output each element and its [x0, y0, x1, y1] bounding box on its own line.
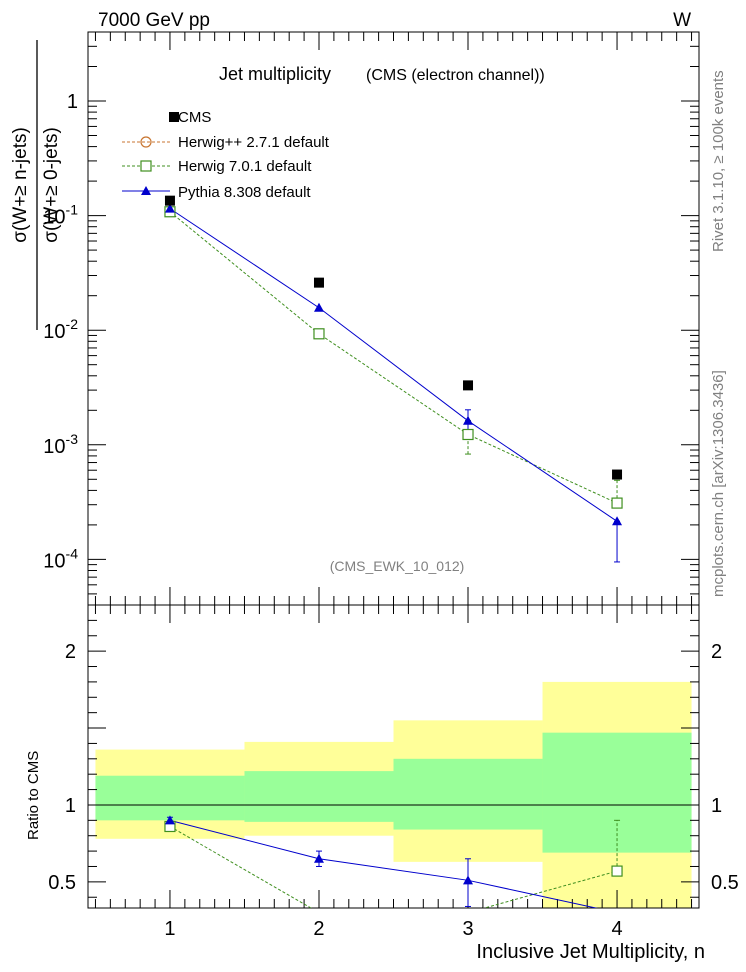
main-y-tick-label: 10-1: [43, 202, 78, 229]
herwig7-main-point: [462, 428, 474, 441]
legend-entry-pythia: Pythia 8.308 default: [122, 184, 311, 201]
herwig7-main-point: [611, 497, 623, 509]
pythia-main-point: [313, 302, 324, 312]
ratio-axes: 0.5 0.5 1 1 2 2 1 2 3 4: [48, 605, 739, 940]
main-y-tick-label-1: 1: [67, 91, 78, 113]
herwig7-ratio-line: [169, 826, 618, 908]
legend-marker-herwigpp: [140, 136, 152, 148]
legend-label-herwigpp: Herwig++ 2.7.1 default: [178, 134, 330, 151]
pythia-main-point: [463, 415, 474, 425]
cms-data-point: [463, 380, 474, 391]
legend-marker-cms: [169, 112, 179, 122]
pythia-ratio-point: [463, 875, 474, 885]
legend-label-cms: CMS: [178, 109, 211, 126]
band-inner-bin: [95, 775, 245, 821]
main-axes: 10-4 10-3 10-2 10-1 1: [43, 31, 699, 606]
pythia-main-point: [164, 203, 175, 213]
band-inner-bin: [542, 732, 692, 853]
legend-entry-cms: CMS: [169, 109, 211, 126]
herwig7-main-point: [313, 328, 325, 340]
ratio-y-tick-label: 1: [65, 795, 76, 817]
pythia-ratio-point: [164, 815, 175, 825]
mcplots-label: mcplots.cern.ch [arXiv:1306.3436]: [710, 370, 727, 597]
x-tick-label: 3: [462, 918, 473, 940]
cms-data-point: [612, 469, 623, 480]
ratio-y-tick-label-right: 2: [711, 641, 722, 663]
cms-data-point: [164, 195, 175, 206]
pythia-main-point: [612, 516, 623, 526]
x-tick-label: 4: [611, 918, 622, 940]
legend-marker-herwig7: [140, 160, 152, 172]
ratio-y-tick-label: 2: [65, 641, 76, 663]
legend: CMS Herwig++ 2.7.1 default Herwig 7.0.1 …: [122, 109, 330, 201]
ratio-ylabel: Ratio to CMS: [25, 751, 42, 840]
plot-title: Jet multiplicity: [219, 64, 331, 84]
ratio-y-tick-label-right: 1: [711, 795, 722, 817]
legend-marker-pythia: [141, 186, 151, 195]
pythia-ratio-point: [313, 853, 324, 863]
x-tick-label: 1: [164, 918, 175, 940]
ylabel-denominator: σ(W+≥ 0-jets): [41, 127, 62, 243]
main-y-tick-label: 10-2: [43, 316, 78, 343]
ratio-uncertainty-bands: [95, 681, 692, 908]
main-y-tick-label: 10-4: [43, 545, 78, 572]
cms-data-point: [313, 277, 324, 288]
process-label: W: [673, 10, 691, 31]
legend-entry-herwigpp: Herwig++ 2.7.1 default: [122, 134, 330, 151]
main-ylabel: σ(W+≥ n-jets) σ(W+≥ 0-jets): [10, 40, 62, 330]
analysis-tag: (CMS_EWK_10_012): [330, 558, 465, 574]
ratio-y-tick-label-right: 0.5: [711, 872, 739, 894]
ratio-xlabel: Inclusive Jet Multiplicity, n: [476, 941, 705, 963]
plot-subtitle: (CMS (electron channel)): [366, 67, 545, 84]
pythia-main-line: [169, 208, 618, 522]
energy-label: 7000 GeV pp: [98, 10, 210, 31]
pythia-ratio-line: [169, 819, 599, 908]
band-inner-bin: [244, 771, 394, 822]
rivet-label: Rivet 3.1.10, ≥ 100k events: [710, 70, 727, 252]
legend-label-pythia: Pythia 8.308 default: [178, 184, 311, 201]
ratio-y-tick-label: 0.5: [48, 872, 76, 894]
ylabel-numerator: σ(W+≥ n-jets): [10, 127, 31, 243]
herwig7-ratio-point: [611, 865, 623, 877]
band-inner-bin: [393, 758, 543, 830]
legend-entry-herwig7: Herwig 7.0.1 default: [122, 158, 312, 175]
main-data: [164, 195, 623, 563]
ratio-data: [164, 815, 623, 908]
x-tick-label: 2: [313, 918, 324, 940]
herwig7-main-line: [169, 211, 618, 504]
main-y-tick-label: 10-3: [43, 431, 78, 458]
legend-label-herwig7: Herwig 7.0.1 default: [178, 158, 312, 175]
